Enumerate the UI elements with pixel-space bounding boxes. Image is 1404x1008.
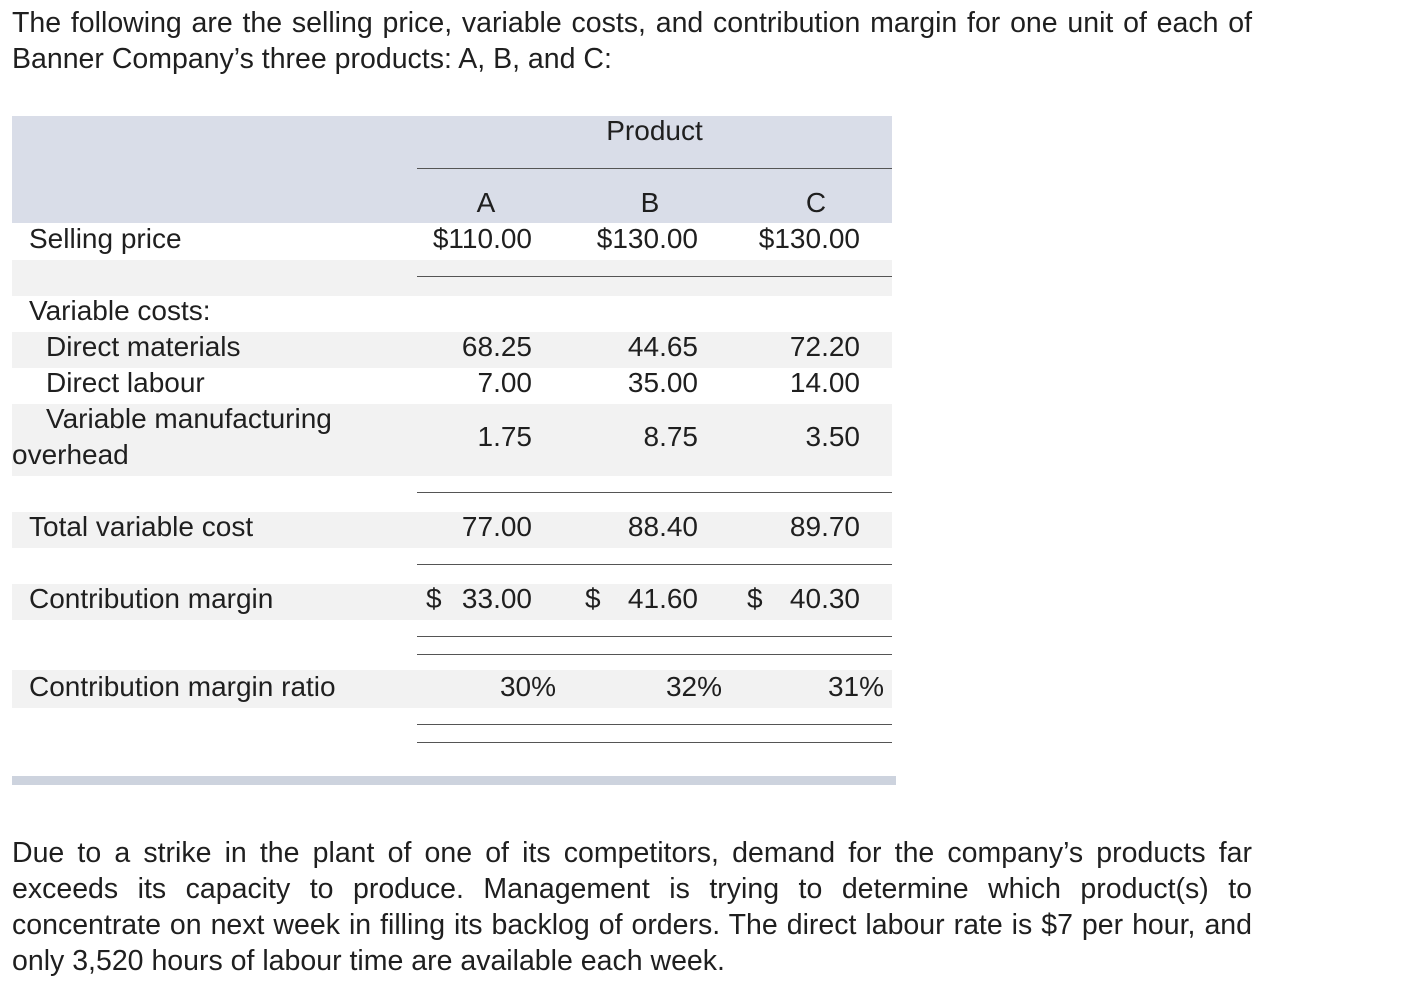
row-band <box>12 332 892 368</box>
direct-materials-b: 44.65 <box>627 331 698 362</box>
double-rule-bottom <box>417 654 892 655</box>
row-band <box>12 260 892 296</box>
variable-overhead-b: 8.75 <box>643 421 699 452</box>
double-rule-top <box>417 636 892 637</box>
total-variable-cost-a: 77.00 <box>461 511 532 542</box>
intro-paragraph: The following are the selling price, var… <box>12 7 1252 75</box>
column-header-a: A <box>476 187 496 218</box>
variable-overhead-c: 3.50 <box>805 421 861 452</box>
currency-symbol: $ <box>747 583 763 614</box>
contribution-margin-b: $ 41.60 <box>585 582 698 616</box>
contribution-margin-ratio-label: Contribution margin ratio <box>29 671 336 702</box>
contribution-margin-c: $ 40.30 <box>747 582 860 616</box>
row-band <box>12 584 892 620</box>
direct-labour-a: 7.00 <box>477 367 533 398</box>
contribution-margin-ratio-a: 30% <box>499 671 556 702</box>
row-rule <box>417 564 892 565</box>
row-rule <box>417 492 892 493</box>
variable-overhead-a: 1.75 <box>477 421 533 452</box>
selling-price-c: $130.00 <box>758 223 860 254</box>
currency-symbol: $ <box>426 583 442 614</box>
selling-price-label: Selling price <box>29 223 182 254</box>
contribution-margin-a: $ 33.00 <box>426 582 532 616</box>
column-header-b: B <box>640 187 660 218</box>
variable-costs-heading: Variable costs: <box>29 295 211 326</box>
variable-overhead-label-line1: Variable manufacturing <box>46 403 332 434</box>
row-band <box>12 404 892 476</box>
contribution-margin-ratio-c: 31% <box>827 671 884 702</box>
header-rule <box>417 168 892 169</box>
contribution-margin-c-value: 40.30 <box>789 583 860 614</box>
currency-symbol: $ <box>585 583 601 614</box>
direct-materials-label: Direct materials <box>46 331 241 362</box>
contribution-margin-ratio-b: 32% <box>665 671 722 702</box>
total-variable-cost-c: 89.70 <box>789 511 860 542</box>
double-rule-top <box>417 724 892 725</box>
direct-labour-label: Direct labour <box>46 367 205 398</box>
selling-price-a: $110.00 <box>432 223 532 254</box>
variable-overhead-label-line2: overhead <box>12 439 129 470</box>
row-band <box>12 512 892 548</box>
direct-materials-a: 68.25 <box>461 331 532 362</box>
direct-labour-b: 35.00 <box>627 367 698 398</box>
selling-price-b: $130.00 <box>596 223 698 254</box>
direct-materials-c: 72.20 <box>789 331 860 362</box>
closing-paragraph: Due to a strike in the plant of one of i… <box>12 837 1252 977</box>
table-header-background <box>12 116 892 223</box>
total-variable-cost-label: Total variable cost <box>29 511 254 542</box>
column-header-c: C <box>805 187 827 218</box>
double-rule-bottom <box>417 742 892 743</box>
contribution-margin-b-value: 41.60 <box>627 583 698 614</box>
row-band <box>12 670 892 708</box>
direct-labour-c: 14.00 <box>789 367 860 398</box>
row-rule <box>417 276 892 277</box>
product-group-header: Product <box>606 115 703 146</box>
contribution-margin-a-value: 33.00 <box>461 583 532 614</box>
contribution-margin-label: Contribution margin <box>29 583 274 614</box>
table-bottom-bar <box>12 776 896 785</box>
total-variable-cost-b: 88.40 <box>627 511 698 542</box>
